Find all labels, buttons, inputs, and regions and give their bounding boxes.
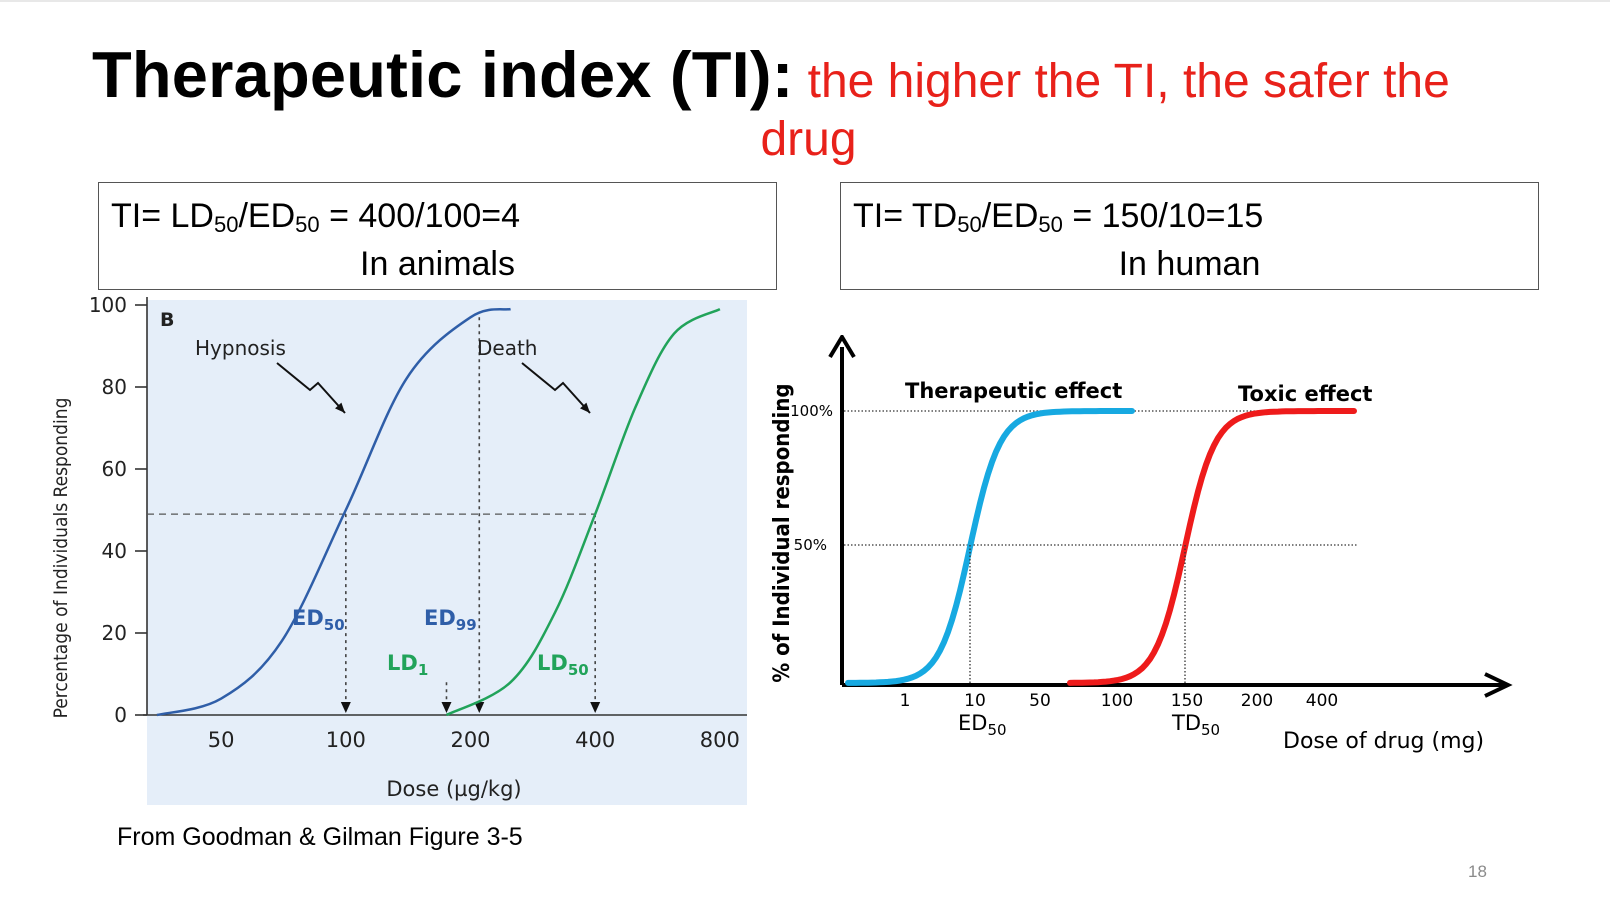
- series-death-line: [445, 307, 721, 717]
- x-tick-label: 400: [1306, 691, 1338, 711]
- y-tick-label: 50%: [794, 536, 827, 554]
- series-label-hypnosis: Hypnosis: [195, 336, 286, 360]
- series-hypnosis-line: [156, 307, 511, 717]
- series-toxic-line: [1067, 408, 1357, 686]
- x-tick-label: 150: [1171, 691, 1203, 711]
- series-therapeutic-line: [845, 408, 1135, 686]
- x-tick-label: 800: [700, 728, 740, 752]
- ld50-guide-arrow: [590, 702, 601, 713]
- series-label-death: Death: [477, 336, 537, 360]
- formula-box-human: TI= TD50/ED50 = 150/10=15 In human: [840, 182, 1539, 290]
- x-axis-label: Dose of drug (mg): [1283, 729, 1484, 754]
- page-number: 18: [1468, 862, 1487, 881]
- top-divider: [0, 0, 1610, 2]
- series-label-therapeutic: Therapeutic effect: [905, 379, 1122, 403]
- series-label-toxic: Toxic effect: [1238, 382, 1372, 406]
- y-tick-label: 80: [102, 375, 127, 399]
- source-footnote: From Goodman & Gilman Figure 3-5: [117, 823, 523, 851]
- x-axis-label: Dose (µg/kg): [386, 777, 521, 801]
- annotation-td50: TD50: [1171, 711, 1220, 739]
- annotation-ld1: LD1: [387, 651, 428, 679]
- formula-box-animals: TI= LD50/ED50 = 400/100=4 In animals: [98, 182, 777, 290]
- y-tick-label: 0: [114, 703, 127, 727]
- formula-human: TI= TD50/ED50 = 150/10=15: [853, 197, 1264, 237]
- series-pointer-arrow: [521, 362, 591, 414]
- annotation-ld50: LD50: [537, 651, 589, 679]
- x-tick-label: 10: [964, 691, 986, 711]
- x-axis-arrowhead: [1484, 672, 1513, 698]
- ed50-guide-arrow: [340, 702, 351, 713]
- formula-animals: TI= LD50/ED50 = 400/100=4: [111, 197, 521, 237]
- formula-human-caption: In human: [1118, 245, 1261, 283]
- x-tick-label: 50: [208, 728, 235, 752]
- slide-title: Therapeutic index (TI): the higher the TI…: [92, 36, 1532, 166]
- plot-background: [147, 300, 747, 805]
- y-tick-label: 100: [89, 295, 127, 317]
- x-tick-label: 200: [450, 728, 490, 752]
- formula-animals-caption: In animals: [360, 245, 515, 283]
- annotation-ed50: ED50: [292, 606, 345, 634]
- chart-human: % of Individual responding Dose of drug …: [770, 335, 1513, 754]
- y-axis-arrowhead: [828, 335, 856, 359]
- x-tick-label: 100: [326, 728, 366, 752]
- annotation-ed99: ED99: [424, 606, 477, 634]
- ed99-guide-arrow: [474, 702, 485, 713]
- series-pointer-arrow: [276, 362, 346, 414]
- chart-animals: B Percentage of Individuals Responding D…: [50, 295, 747, 805]
- x-tick-label: 100: [1101, 691, 1133, 711]
- x-tick-label: 200: [1241, 691, 1273, 711]
- title-red-part2: drug: [760, 113, 857, 166]
- annotation-ed50: ED50: [958, 711, 1007, 739]
- y-axis-label: % of Individual responding: [770, 383, 795, 682]
- series-pointer-arrowhead: [580, 402, 590, 413]
- y-axis-label: Percentage of Individuals Responding: [50, 398, 72, 719]
- x-tick-label: 400: [575, 728, 615, 752]
- panel-label: B: [160, 309, 174, 331]
- y-tick-label: 40: [102, 539, 127, 563]
- ld1-guide-arrow: [441, 702, 452, 713]
- series-pointer-arrowhead: [335, 402, 345, 413]
- title-red-part1: the higher the TI, the safer the: [807, 55, 1450, 108]
- y-tick-label: 60: [102, 457, 127, 481]
- x-tick-label: 50: [1029, 691, 1051, 711]
- title-bold: Therapeutic index (TI):: [92, 38, 794, 111]
- x-tick-label: 1: [900, 691, 911, 711]
- y-tick-label: 20: [102, 621, 127, 645]
- y-tick-label: 100%: [790, 402, 833, 420]
